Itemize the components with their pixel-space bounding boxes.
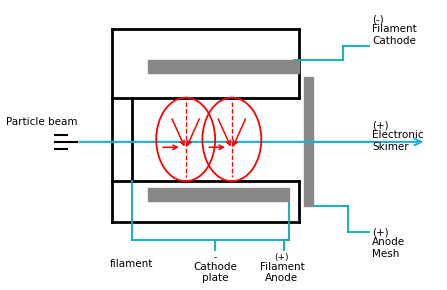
Text: Filament
Anode: Filament Anode — [260, 262, 304, 283]
Text: filament: filament — [110, 259, 153, 269]
Text: Particle beam: Particle beam — [6, 117, 77, 127]
Text: (+): (+) — [275, 253, 289, 262]
Text: Cathode
plate: Cathode plate — [193, 262, 237, 283]
Text: (+): (+) — [372, 227, 389, 237]
Bar — [148, 188, 289, 201]
Text: (-): (-) — [372, 14, 384, 24]
Text: Anode
Mesh: Anode Mesh — [372, 237, 405, 259]
Text: Electronic
Skimer: Electronic Skimer — [372, 130, 424, 152]
Bar — [148, 60, 299, 73]
Bar — [304, 77, 313, 206]
Text: Filament
Cathode: Filament Cathode — [372, 24, 417, 46]
Text: (+): (+) — [372, 120, 389, 130]
Text: -: - — [214, 253, 217, 262]
